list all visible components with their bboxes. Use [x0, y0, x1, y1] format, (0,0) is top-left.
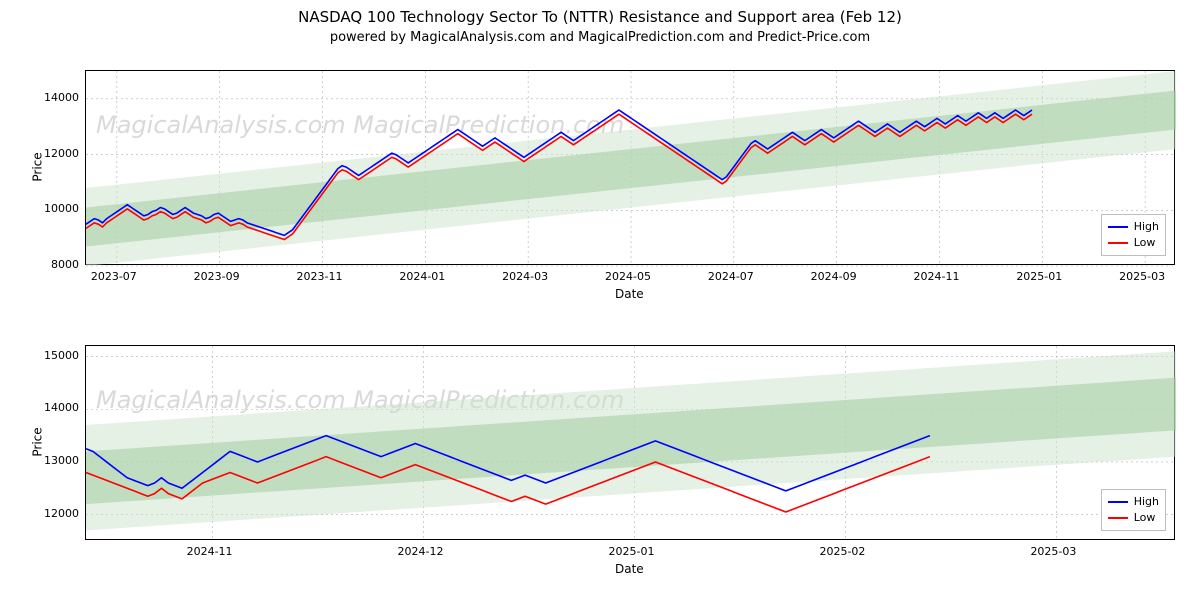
legend-swatch	[1108, 242, 1128, 244]
xtick-label: 2024-09	[811, 270, 857, 283]
legend-item: High	[1108, 219, 1159, 235]
figure: NASDAQ 100 Technology Sector To (NTTR) R…	[0, 0, 1200, 600]
chart-title: NASDAQ 100 Technology Sector To (NTTR) R…	[0, 8, 1200, 26]
legend-label: Low	[1134, 510, 1156, 526]
xtick-label: 2024-03	[502, 270, 548, 283]
legend-swatch	[1108, 517, 1128, 519]
ytick-label: 12000	[44, 507, 79, 520]
xtick-label: 2025-01	[1016, 270, 1062, 283]
xtick-label: 2024-05	[605, 270, 651, 283]
xtick-label: 2024-12	[398, 545, 444, 558]
chart-subtitle: powered by MagicalAnalysis.com and Magic…	[0, 30, 1200, 45]
ytick-label: 15000	[44, 349, 79, 362]
xlabel-bottom: Date	[615, 562, 644, 576]
ytick-label: 14000	[44, 91, 79, 104]
xtick-label: 2023-11	[297, 270, 343, 283]
ytick-label: 12000	[44, 147, 79, 160]
xtick-label: 2025-03	[1119, 270, 1165, 283]
xtick-label: 2024-01	[399, 270, 445, 283]
ytick-label: 8000	[51, 258, 79, 271]
xtick-label: 2024-11	[187, 545, 233, 558]
legend-top: HighLow	[1101, 214, 1166, 256]
plot-area-bottom	[86, 346, 1176, 541]
legend-swatch	[1108, 501, 1128, 503]
legend-swatch	[1108, 226, 1128, 228]
panel-top: MagicalAnalysis.com MagicalPrediction.co…	[85, 70, 1175, 265]
legend-item: High	[1108, 494, 1159, 510]
ylabel-top: Price	[31, 152, 45, 181]
xtick-label: 2023-09	[194, 270, 240, 283]
xlabel-top: Date	[615, 287, 644, 301]
xtick-label: 2025-02	[819, 545, 865, 558]
ytick-label: 14000	[44, 401, 79, 414]
legend-label: Low	[1134, 235, 1156, 251]
xtick-label: 2025-03	[1030, 545, 1076, 558]
legend-label: High	[1134, 219, 1159, 235]
legend-item: Low	[1108, 235, 1159, 251]
ylabel-bottom: Price	[31, 427, 45, 456]
ytick-label: 10000	[44, 202, 79, 215]
panel-bottom: MagicalAnalysis.com MagicalPrediction.co…	[85, 345, 1175, 540]
xtick-label: 2025-01	[609, 545, 655, 558]
xtick-label: 2023-07	[91, 270, 137, 283]
legend-bottom: HighLow	[1101, 489, 1166, 531]
legend-item: Low	[1108, 510, 1159, 526]
ytick-label: 13000	[44, 454, 79, 467]
xtick-label: 2024-11	[913, 270, 959, 283]
legend-label: High	[1134, 494, 1159, 510]
plot-area-top	[86, 71, 1176, 266]
xtick-label: 2024-07	[708, 270, 754, 283]
